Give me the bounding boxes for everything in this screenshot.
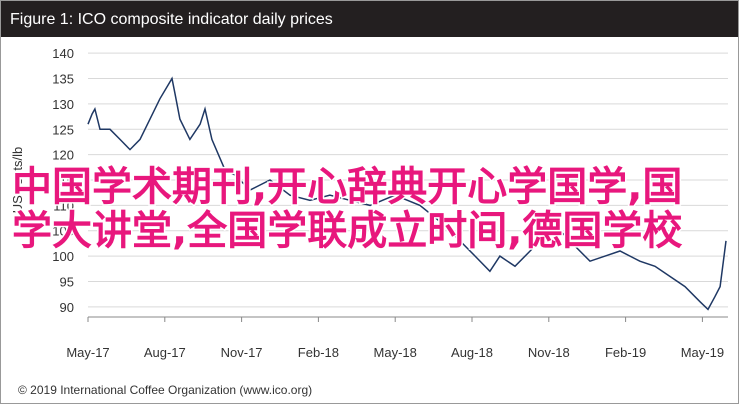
y-tick-label: 125 (52, 122, 74, 137)
x-tick-label: Nov-17 (221, 345, 263, 360)
y-tick-label: 90 (60, 300, 74, 315)
footer: © 2019 International Coffee Organization… (18, 383, 312, 397)
x-tick-label: Nov-18 (528, 345, 570, 360)
x-tick-label: Aug-18 (451, 345, 493, 360)
x-tick-label: Feb-18 (298, 345, 339, 360)
overlay-line: 学大讲堂,全国学联成立时间,德国学校 (12, 208, 682, 254)
y-axis-label: US cents/lb (10, 147, 25, 213)
y-tick-label: 110 (53, 198, 74, 213)
y-tick-label: 95 (60, 274, 74, 289)
x-tick-label: Feb-19 (605, 345, 646, 360)
overlay-line: 中国学术期刊,开心辞典开心学国学,国 (12, 164, 682, 210)
y-tick-label: 130 (52, 97, 74, 112)
line-series (87, 76, 727, 311)
y-tick-label: 135 (52, 72, 74, 87)
x-tick-label: May-18 (374, 345, 417, 360)
y-tick-label: 105 (52, 224, 74, 239)
chart-title: Figure 1: ICO composite indicator daily … (10, 11, 333, 28)
y-tick-label: 140 (52, 46, 74, 61)
y-tick-label: 120 (52, 148, 74, 163)
y-tick-label: 115 (53, 173, 74, 188)
x-tick-label: May-19 (681, 345, 724, 360)
y-tick-label: 100 (52, 249, 74, 264)
title-bar (1, 1, 738, 37)
x-tick-label: May-17 (66, 345, 109, 360)
x-tick-label: Aug-17 (144, 345, 186, 360)
plot: 90 95 100 105 110 115 120 125 130 135 140 May-17 Aug… (52, 46, 728, 360)
